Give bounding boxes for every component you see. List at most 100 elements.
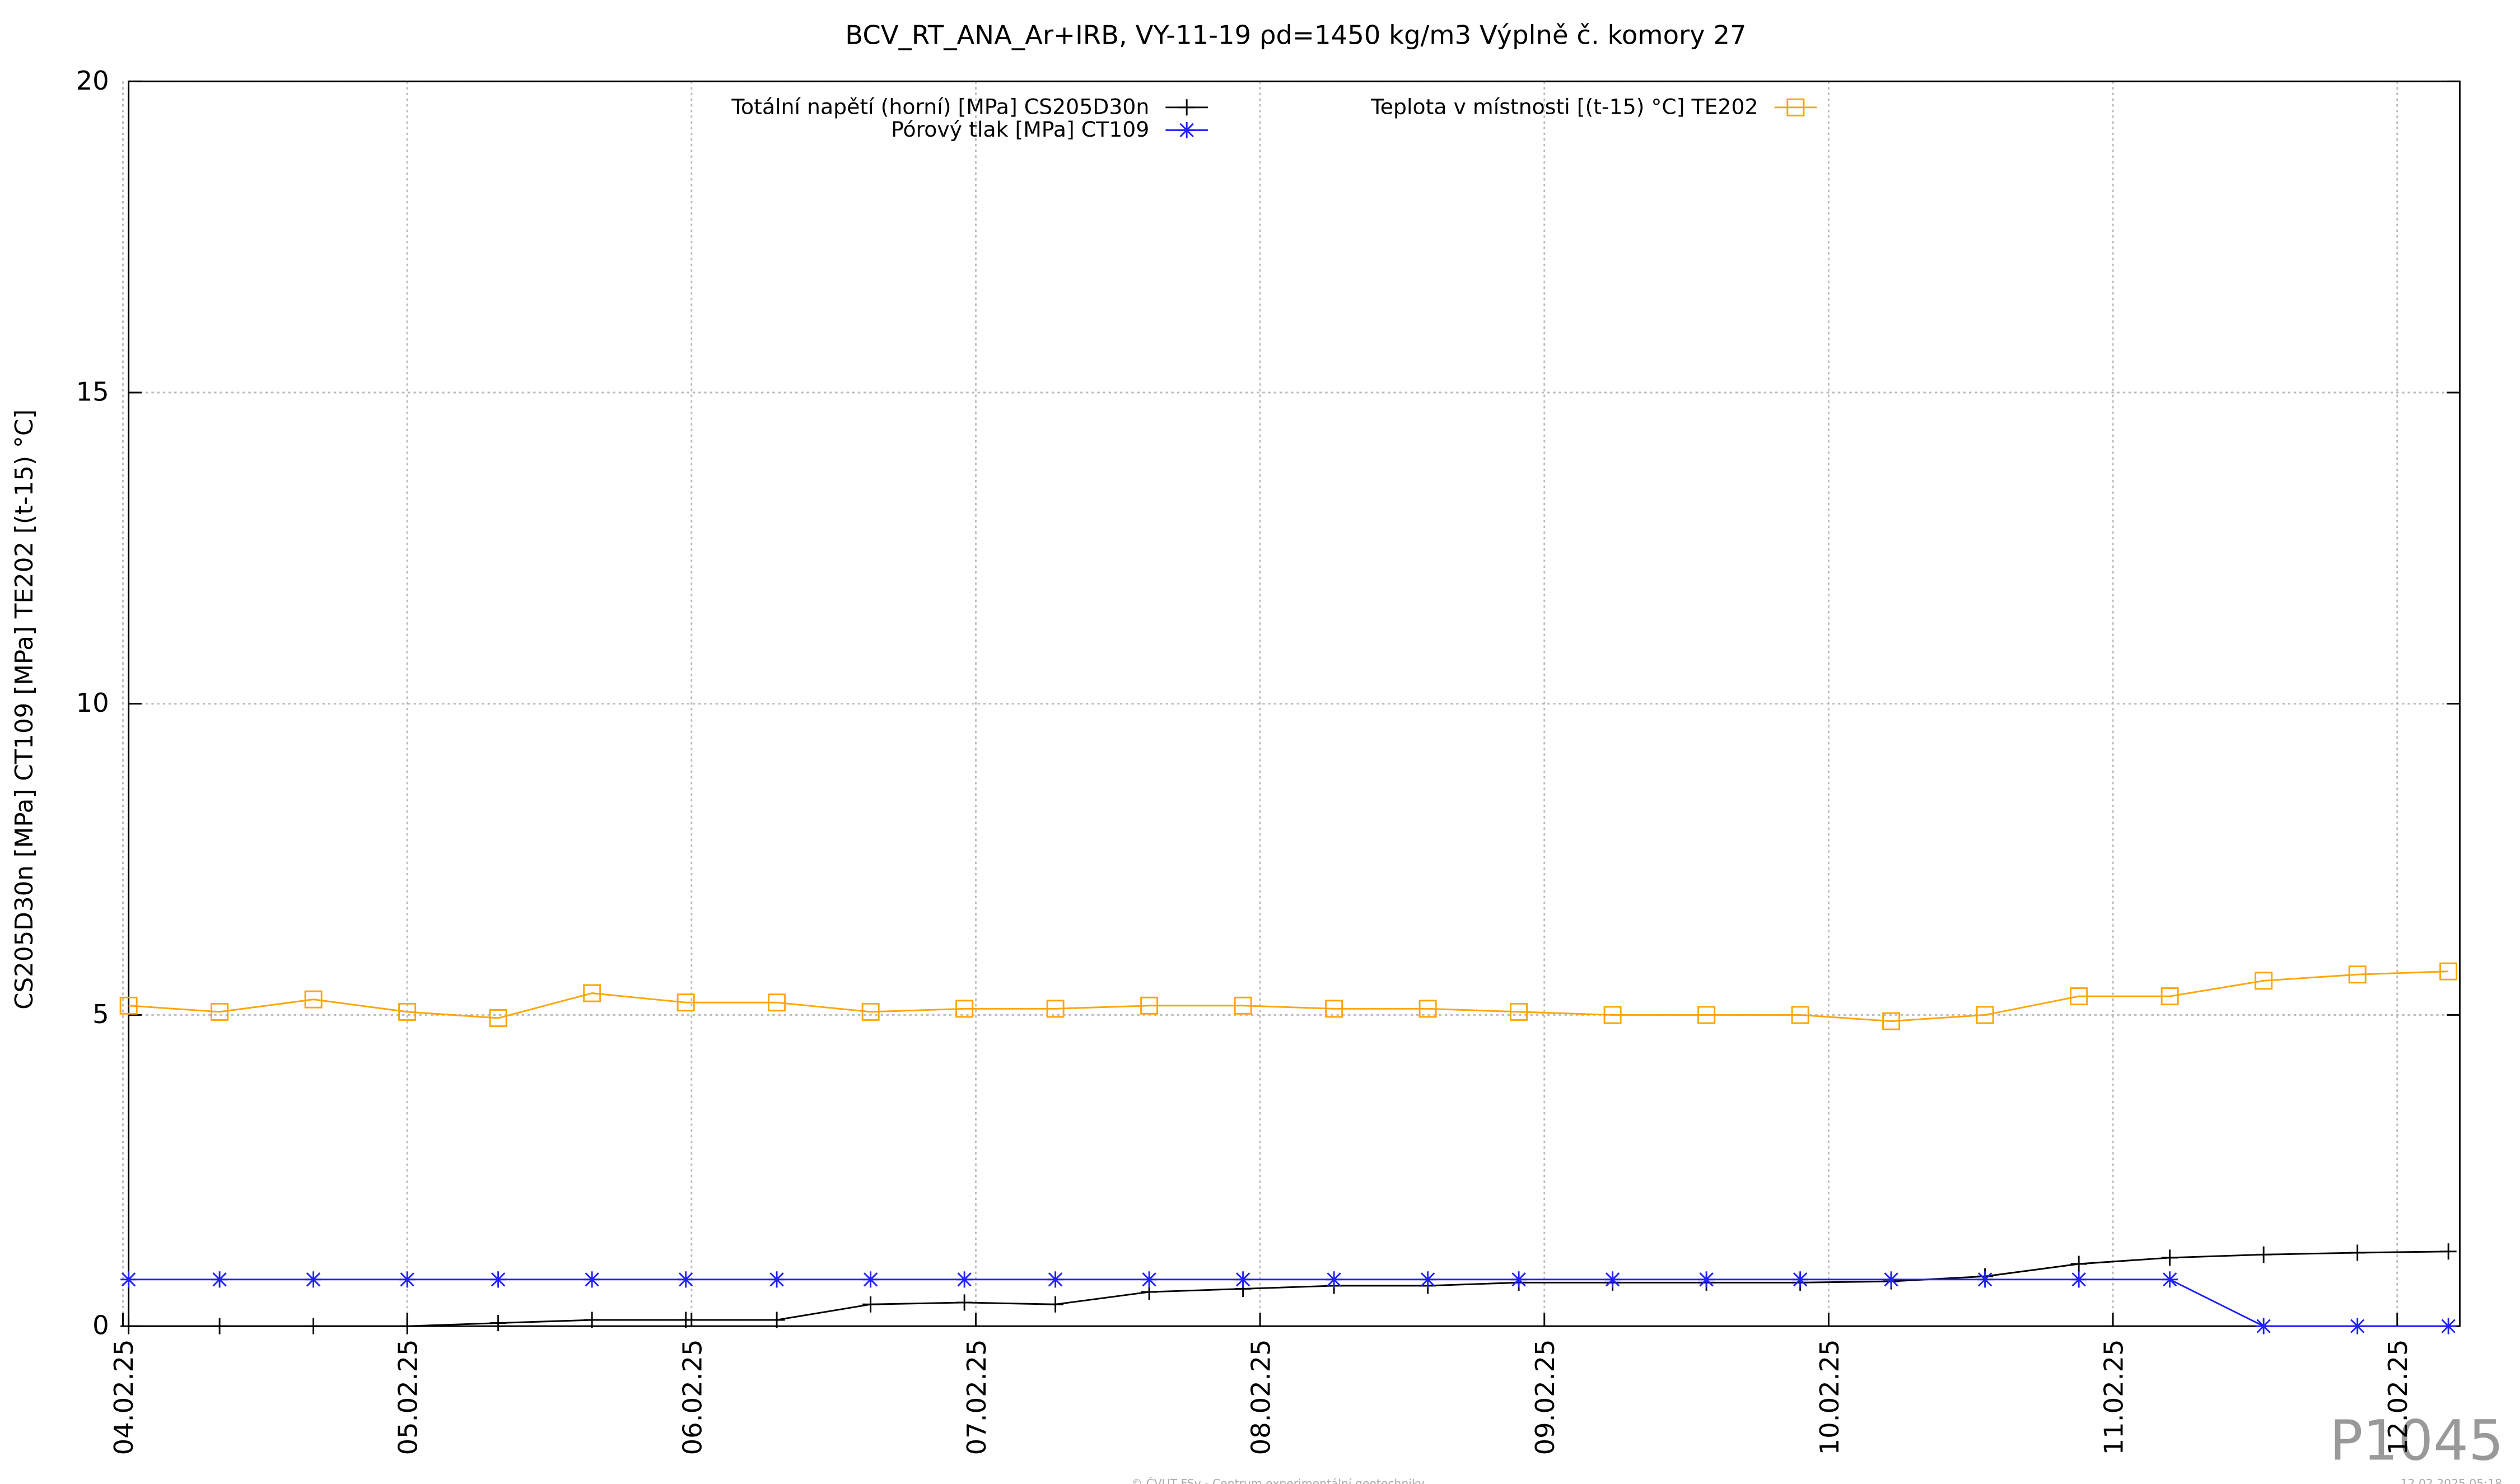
marker: [862, 1271, 879, 1288]
marker: [1420, 1271, 1436, 1288]
marker-shape: [1791, 1006, 1809, 1024]
marker: [2440, 1243, 2457, 1260]
marker: [1697, 1006, 1716, 1024]
marker: [399, 1318, 416, 1334]
marker-shape: [120, 1271, 137, 1288]
marker-shape: [676, 993, 695, 1012]
marker: [1046, 1000, 1065, 1018]
marker: [2162, 1249, 2178, 1266]
marker: [398, 1002, 417, 1021]
marker-shape: [768, 1312, 785, 1328]
marker: [956, 1294, 973, 1311]
chart-title: BCV_RT_ANA_Ar+IRB, VY-11-19 ρd=1450 kg/m…: [845, 20, 1746, 50]
marker-shape: [2162, 1271, 2178, 1288]
marker: [490, 1271, 507, 1288]
marker-shape: [1046, 1000, 1065, 1018]
marker-shape: [1326, 1271, 1342, 1288]
marker: [1234, 996, 1252, 1015]
marker: [305, 1271, 322, 1288]
marker-shape: [955, 1000, 974, 1018]
marker: [2070, 987, 2088, 1006]
marker-shape: [678, 1312, 694, 1328]
marker: [1178, 122, 1195, 138]
marker: [1235, 1271, 1252, 1288]
marker-shape: [584, 1271, 600, 1288]
marker: [2440, 1318, 2457, 1334]
marker: [584, 1271, 600, 1288]
marker: [2160, 987, 2179, 1006]
marker: [1141, 1271, 1158, 1288]
marker: [1326, 1271, 1342, 1288]
data-line: [128, 1278, 2449, 1327]
marker: [211, 1002, 229, 1021]
marker-shape: [2440, 1243, 2457, 1260]
data-line: [128, 1250, 2449, 1327]
marker: [1325, 1000, 1343, 1018]
marker: [490, 1315, 507, 1332]
marker: [2348, 965, 2367, 984]
marker-shape: [2162, 1249, 2178, 1266]
marker: [211, 1318, 228, 1334]
marker-shape: [1047, 1296, 1064, 1313]
legend-label: Teplota v místnosti [(t-15) °C] TE202: [1370, 94, 1758, 119]
y-axis-label: CS205D30n [MPa] CT109 [MPa] TE202 [(t-15…: [11, 409, 39, 1010]
y-tick-label: 5: [92, 999, 109, 1029]
marker-shape: [489, 1009, 507, 1027]
marker-shape: [211, 1002, 229, 1021]
marker-shape: [490, 1271, 507, 1288]
marker: [489, 1009, 507, 1027]
timestamp: 12.02.2025 05:18: [2401, 1477, 2502, 1484]
marker-shape: [1178, 122, 1195, 138]
watermark: P1045: [2330, 1408, 2504, 1473]
marker: [399, 1271, 416, 1288]
marker-shape: [862, 1296, 879, 1313]
marker: [2439, 962, 2458, 981]
marker: [2255, 972, 2273, 990]
marker: [2070, 1256, 2087, 1272]
marker-shape: [1697, 1006, 1716, 1024]
marker-shape: [490, 1315, 507, 1332]
marker: [956, 1271, 973, 1288]
marker-shape: [1418, 1000, 1437, 1018]
marker-shape: [211, 1318, 228, 1334]
marker: [2349, 1244, 2366, 1261]
marker: [1698, 1271, 1715, 1288]
marker: [768, 1271, 785, 1288]
marker-shape: [1977, 1271, 1994, 1288]
footer: © ČVUT FSv - Centrum experimentální geot…: [1131, 1476, 1425, 1484]
marker: [305, 1318, 322, 1334]
x-tick-label: 05.02.25: [393, 1339, 423, 1455]
x-tick-label: 08.02.25: [1246, 1339, 1276, 1455]
marker-shape: [1604, 1271, 1621, 1288]
y-tick-label: 0: [92, 1310, 109, 1341]
marker-shape: [1698, 1271, 1715, 1288]
marker-shape: [956, 1271, 973, 1288]
marker-shape: [1603, 1006, 1622, 1024]
marker-shape: [678, 1271, 694, 1288]
marker-shape: [1883, 1271, 1900, 1288]
marker: [1418, 1000, 1437, 1018]
marker: [2255, 1318, 2272, 1334]
marker-shape: [2070, 1271, 2087, 1288]
marker: [1510, 1002, 1528, 1021]
marker-shape: [1882, 1012, 1901, 1030]
marker-shape: [2160, 987, 2179, 1006]
marker-shape: [2349, 1318, 2366, 1334]
marker: [1047, 1296, 1064, 1313]
marker-shape: [305, 1271, 322, 1288]
marker: [678, 1312, 694, 1328]
marker-shape: [1047, 1271, 1064, 1288]
marker: [1883, 1271, 1900, 1288]
marker: [1976, 1006, 1994, 1024]
marker-shape: [120, 1318, 137, 1334]
marker-shape: [583, 984, 601, 1002]
marker: [1604, 1271, 1621, 1288]
marker-shape: [1510, 1002, 1528, 1021]
marker: [768, 993, 786, 1012]
marker: [1178, 99, 1195, 116]
marker: [119, 996, 138, 1015]
x-tick-label: 10.02.25: [1814, 1339, 1845, 1455]
marker-shape: [768, 1271, 785, 1288]
